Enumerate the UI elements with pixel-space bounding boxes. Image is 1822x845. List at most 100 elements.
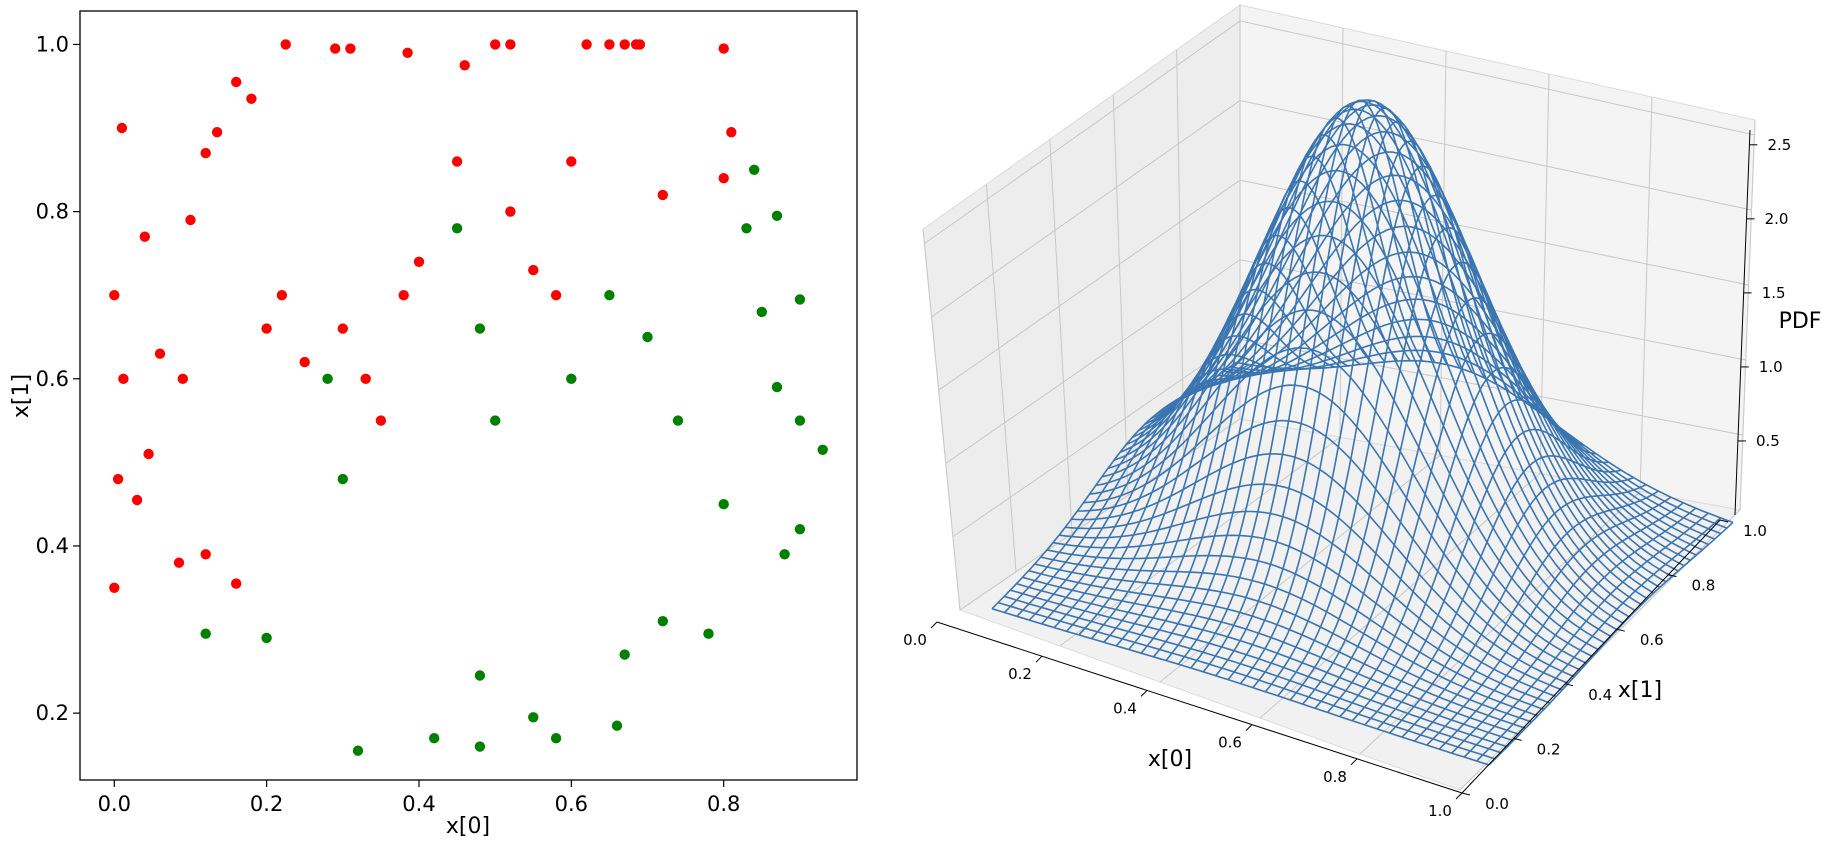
floor-gridline bbox=[1359, 491, 1641, 755]
y-tick-label: 0.4 bbox=[36, 534, 69, 558]
x1-gridline bbox=[922, 228, 961, 611]
scatter-point bbox=[280, 39, 291, 50]
scatter-point bbox=[749, 164, 760, 175]
scatter-point bbox=[118, 373, 129, 384]
wireframe-line-x1 bbox=[1389, 476, 1634, 734]
scatter-point bbox=[771, 210, 783, 221]
x0-tick-mark bbox=[1035, 655, 1043, 663]
scatter-point bbox=[231, 76, 242, 88]
surface-x1-axis-label: x[1] bbox=[1618, 678, 1662, 703]
x-tick-label: 0.8 bbox=[707, 792, 740, 816]
scatter-point bbox=[139, 231, 150, 242]
scatter-point bbox=[703, 628, 714, 639]
scatter-point bbox=[779, 549, 790, 560]
x1-tick-label: 0.4 bbox=[1588, 686, 1612, 704]
y-tick-label: 1.0 bbox=[36, 32, 69, 56]
wireframe-line-x1 bbox=[1413, 490, 1659, 742]
scatter-point bbox=[429, 733, 440, 744]
wireframe-line-x1 bbox=[1426, 496, 1672, 746]
x1-gridline bbox=[1176, 49, 1185, 458]
scatter-point bbox=[211, 127, 223, 138]
wireframe-line-x0 bbox=[1187, 199, 1685, 567]
scatter-point bbox=[360, 373, 371, 384]
scatter-point bbox=[657, 189, 668, 201]
scatter-point bbox=[131, 494, 143, 506]
x0-tick-mark bbox=[930, 621, 938, 629]
wireframe-line-x0 bbox=[1156, 104, 1655, 594]
x1-tick-mark bbox=[1513, 737, 1522, 741]
x0-gridline bbox=[1339, 27, 1344, 438]
floor-gridline bbox=[1159, 455, 1441, 683]
scatter-point bbox=[726, 127, 737, 138]
x0-tick-mark bbox=[1455, 792, 1463, 800]
scatter-point bbox=[352, 745, 364, 756]
wireframe-line-x1 bbox=[1401, 483, 1647, 738]
scatter-point bbox=[474, 741, 486, 752]
x1-gridline bbox=[985, 184, 1017, 572]
scatter-point bbox=[116, 122, 128, 134]
scatter-point bbox=[200, 628, 211, 639]
scatter-point bbox=[402, 47, 413, 58]
wireframe-line-x0 bbox=[1180, 174, 1679, 572]
scatter-point bbox=[261, 632, 272, 644]
scatter-point bbox=[231, 578, 242, 589]
pdf-axis-line bbox=[1734, 129, 1751, 516]
scatter-point bbox=[642, 331, 653, 343]
scatter-point bbox=[299, 356, 310, 368]
scatter-point bbox=[143, 448, 154, 460]
x1-axis-line bbox=[1461, 519, 1721, 794]
scatter-point bbox=[566, 156, 577, 167]
scatter-point bbox=[451, 156, 463, 167]
scatter-points bbox=[109, 39, 828, 756]
wireframe-line-x0 bbox=[1150, 99, 1649, 600]
x0-gridline bbox=[1639, 96, 1653, 492]
surface-pdf-axis-ticks: 0.5 1.0 1.5 2.0 2.5 bbox=[1737, 136, 1791, 450]
x-tick-label: 0.0 bbox=[98, 792, 131, 816]
scatter-point bbox=[794, 294, 806, 305]
y-tick-label: 0.6 bbox=[36, 367, 69, 391]
scatter-point bbox=[474, 670, 486, 681]
x1-tick-label: 0.6 bbox=[1640, 631, 1664, 649]
y-tick-label: 0.8 bbox=[36, 200, 69, 224]
surface-axis-lines bbox=[936, 129, 1751, 794]
wireframe-line-x1 bbox=[1264, 165, 1510, 693]
scatter-point bbox=[611, 720, 623, 731]
scatter-point bbox=[528, 264, 539, 276]
scatter-chart: 0.0 0.2 0.4 0.6 0.8 0.2 0.4 0.6 0.8 1.0 x[0] x[1… bbox=[9, 10, 858, 839]
wireframe-line-x0 bbox=[1229, 349, 1728, 529]
y-tick-label: 0.2 bbox=[36, 701, 69, 725]
scatter-point bbox=[398, 290, 409, 301]
wireframe-line-x1 bbox=[1463, 512, 1709, 758]
x0-tick-label: 1.0 bbox=[1428, 802, 1452, 820]
wireframe-line-x0 bbox=[1174, 151, 1673, 578]
scatter-point bbox=[604, 39, 615, 50]
x0-tick-label: 0.6 bbox=[1218, 734, 1242, 752]
scatter-point bbox=[550, 733, 562, 744]
surface-back-panes bbox=[922, 4, 1756, 791]
scatter-point bbox=[451, 223, 463, 234]
surface-chart: 0.0 0.2 0.4 0.6 0.8 1.0 0.0 0.2 0.4 0.6 0.8 1.0 0.… bbox=[903, 4, 1822, 820]
wireframe-line-x1 bbox=[1488, 521, 1734, 766]
wireframe-line-x1 bbox=[1239, 121, 1486, 685]
surface-x0-axis-label: x[0] bbox=[1148, 747, 1192, 772]
x1-tick-label: 0.8 bbox=[1691, 577, 1715, 595]
scatter-x-axis-label: x[0] bbox=[446, 814, 490, 839]
x0-tick-label: 0.8 bbox=[1323, 768, 1347, 786]
wireframe-line-x1 bbox=[1376, 455, 1622, 730]
x0-gridline bbox=[1739, 119, 1756, 511]
x0-tick-label: 0.0 bbox=[903, 631, 927, 649]
pdf-tick-label: 2.5 bbox=[1767, 136, 1791, 154]
x1-tick-label: 0.0 bbox=[1485, 795, 1509, 813]
wireframe-line-x0 bbox=[1131, 123, 1630, 618]
scatter-point bbox=[322, 373, 333, 384]
floor-gridline bbox=[1259, 473, 1541, 719]
floor-gridline bbox=[959, 418, 1241, 611]
scatter-point bbox=[505, 206, 516, 217]
pdf-tick-label: 0.5 bbox=[1756, 432, 1780, 450]
surface-x0-axis-ticks: 0.0 0.2 0.4 0.6 0.8 1.0 bbox=[903, 621, 1463, 820]
surface-pdf-axis-label: PDF bbox=[1779, 309, 1822, 334]
wireframe-line-x0 bbox=[1235, 359, 1734, 524]
wireframe-line-x0 bbox=[1162, 115, 1661, 588]
scatter-y-axis-ticks: 0.2 0.4 0.6 0.8 1.0 bbox=[36, 32, 80, 725]
wireframe-line-x1 bbox=[1289, 227, 1535, 701]
